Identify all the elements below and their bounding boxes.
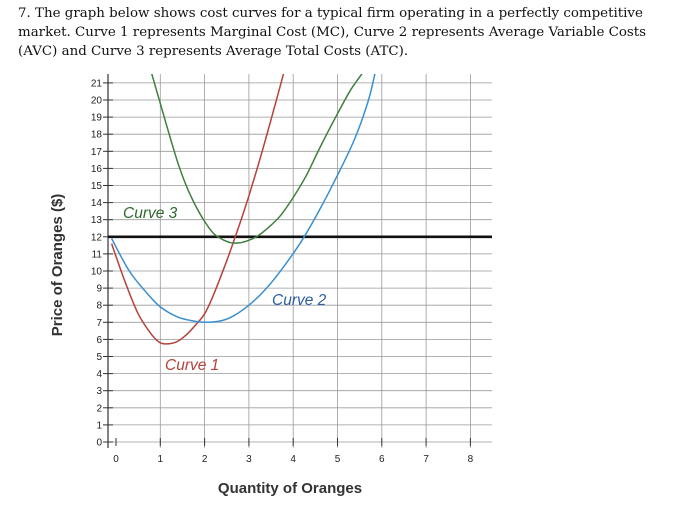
question-line-3: (AVC) and Curve 3 represents Average Tot… xyxy=(18,44,409,59)
gridlines xyxy=(108,74,492,448)
x-tick-label: 1 xyxy=(158,454,164,465)
x-tick-label: 5 xyxy=(335,454,341,465)
curve-2-label: Curve 2 xyxy=(272,292,327,309)
y-axis-title: Price of Oranges ($) xyxy=(49,194,66,337)
x-tick-label: 6 xyxy=(379,454,385,465)
y-tick-label: 10 xyxy=(91,267,103,278)
x-tick-label: 3 xyxy=(246,454,252,465)
y-tick-label: 6 xyxy=(96,335,102,346)
y-tick-label: 18 xyxy=(91,130,103,141)
y-tick-label: 1 xyxy=(96,420,102,431)
y-tick-label: 4 xyxy=(96,369,102,380)
x-tick-label: 2 xyxy=(202,454,208,465)
x-tick-label: 8 xyxy=(468,454,474,465)
y-tick-label: 11 xyxy=(92,249,103,260)
y-tick-label: 0 xyxy=(96,438,102,449)
y-tick-label: 3 xyxy=(96,386,102,397)
x-tick-label: 4 xyxy=(290,454,296,465)
question-line-2: market. Curve 1 represents Marginal Cost… xyxy=(18,25,647,40)
y-tick-label: 7 xyxy=(96,318,102,329)
y-tick-label: 15 xyxy=(91,181,103,192)
y-tick-label: 19 xyxy=(91,113,103,124)
question-line-1: 7. The graph below shows cost curves for… xyxy=(18,6,643,21)
curve-3-line xyxy=(151,74,363,244)
y-tick-label: 14 xyxy=(91,198,103,209)
y-tick-label: 20 xyxy=(91,96,103,107)
y-tick-label: 21 xyxy=(91,78,103,89)
y-tick-label: 17 xyxy=(91,147,103,158)
curve-1-label: Curve 1 xyxy=(165,357,219,374)
curves xyxy=(108,74,492,345)
y-tick-label: 13 xyxy=(91,215,103,226)
curve-1-line xyxy=(110,74,285,345)
y-tick-label: 12 xyxy=(91,232,103,243)
y-tick-label: 8 xyxy=(96,301,102,312)
x-axis-title: Quantity of Oranges xyxy=(218,480,362,497)
y-tick-label: 9 xyxy=(96,284,102,295)
y-tick-label: 5 xyxy=(96,352,102,363)
question-text: 7. The graph below shows cost curves for… xyxy=(18,4,678,61)
axes xyxy=(103,74,471,448)
x-tick-label: 7 xyxy=(423,454,429,465)
curve-3-label: Curve 3 xyxy=(123,205,178,222)
curve-2-line xyxy=(110,74,376,324)
x-tick-label: 0 xyxy=(113,454,119,465)
y-tick-label: 2 xyxy=(96,403,102,414)
y-tick-label: 16 xyxy=(91,164,103,175)
